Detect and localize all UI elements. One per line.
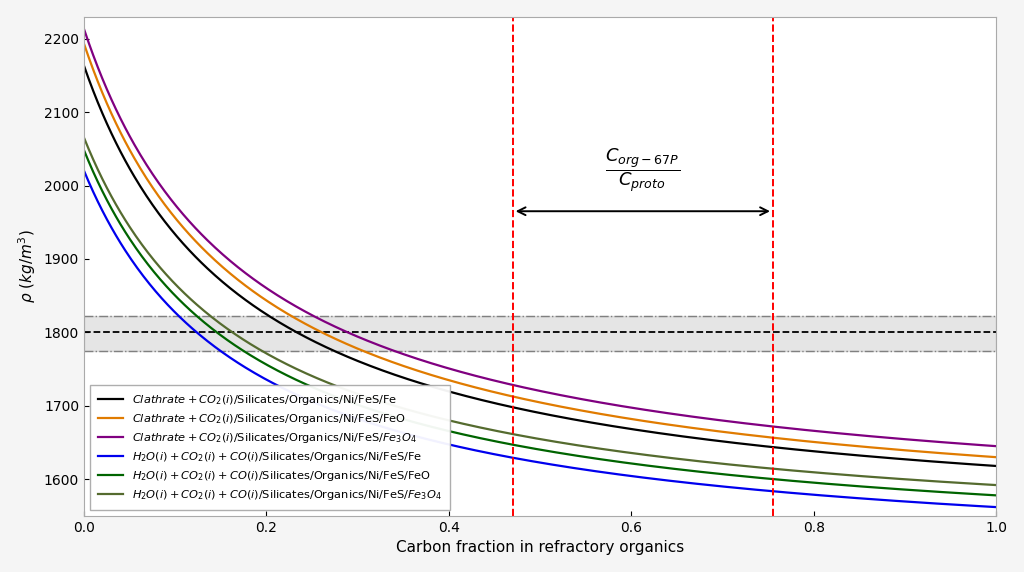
Line: $H_2O(i) + CO_2(i) + CO(i)$/Silicates/Organics/Ni/FeS/FeO: $H_2O(i) + CO_2(i) + CO(i)$/Silicates/Or…	[84, 150, 996, 495]
$\mathit{Clathrate} + CO_2(i)$/Silicates/Organics/Ni/FeS/Fe	[765, 443, 777, 450]
$\mathit{Clathrate} + CO_2(i)$/Silicates/Organics/Ni/FeS/$Fe_3O_4$	[240, 269, 252, 276]
$\mathit{Clathrate} + CO_2(i)$/Silicates/Organics/Ni/FeS/$Fe_3O_4$	[687, 414, 699, 420]
$H_2O(i) + CO_2(i) + CO(i)$/Silicates/Organics/Ni/FeS/Fe	[765, 488, 777, 495]
$H_2O(i) + CO_2(i) + CO(i)$/Silicates/Organics/Ni/FeS/FeO	[490, 438, 503, 445]
Line: $\mathit{Clathrate} + CO_2(i)$/Silicates/Organics/Ni/FeS/FeO: $\mathit{Clathrate} + CO_2(i)$/Silicates…	[84, 44, 996, 457]
$\mathit{Clathrate} + CO_2(i)$/Silicates/Organics/Ni/FeS/FeO	[615, 414, 628, 421]
Legend: $\mathit{Clathrate} + CO_2(i)$/Silicates/Organics/Ni/FeS/Fe, $\mathit{Clathrate}: $\mathit{Clathrate} + CO_2(i)$/Silicates…	[90, 384, 450, 510]
$\mathit{Clathrate} + CO_2(i)$/Silicates/Organics/Ni/FeS/$Fe_3O_4$	[615, 403, 628, 410]
$\mathit{Clathrate} + CO_2(i)$/Silicates/Organics/Ni/FeS/Fe	[490, 400, 503, 407]
$H_2O(i) + CO_2(i) + CO(i)$/Silicates/Organics/Ni/FeS/FeO	[687, 467, 699, 474]
$\mathit{Clathrate} + CO_2(i)$/Silicates/Organics/Ni/FeS/Fe	[687, 434, 699, 441]
$H_2O(i) + CO_2(i) + CO(i)$/Silicates/Organics/Ni/FeS/FeO	[240, 349, 252, 356]
$\mathit{Clathrate} + CO_2(i)$/Silicates/Organics/Ni/FeS/FeO	[990, 454, 1002, 460]
$\mathit{Clathrate} + CO_2(i)$/Silicates/Organics/Ni/FeS/$Fe_3O_4$	[312, 315, 325, 322]
$H_2O(i) + CO_2(i) + CO(i)$/Silicates/Organics/Ni/FeS/$Fe_3O_4$	[490, 427, 503, 434]
Y-axis label: $\rho\ (kg/m^3)$: $\rho\ (kg/m^3)$	[16, 229, 38, 303]
$H_2O(i) + CO_2(i) + CO(i)$/Silicates/Organics/Ni/FeS/$Fe_3O_4$	[765, 465, 777, 472]
$H_2O(i) + CO_2(i) + CO(i)$/Silicates/Organics/Ni/FeS/$Fe_3O_4$	[990, 482, 1002, 488]
$\mathit{Clathrate} + CO_2(i)$/Silicates/Organics/Ni/FeS/Fe	[312, 340, 325, 347]
$\mathit{Clathrate} + CO_2(i)$/Silicates/Organics/Ni/FeS/FeO	[687, 424, 699, 431]
$H_2O(i) + CO_2(i) + CO(i)$/Silicates/Organics/Ni/FeS/$Fe_3O_4$	[78, 134, 90, 141]
$H_2O(i) + CO_2(i) + CO(i)$/Silicates/Organics/Ni/FeS/Fe	[312, 401, 325, 408]
$\mathit{Clathrate} + CO_2(i)$/Silicates/Organics/Ni/FeS/Fe	[78, 62, 90, 69]
$H_2O(i) + CO_2(i) + CO(i)$/Silicates/Organics/Ni/FeS/Fe	[687, 480, 699, 487]
$\mathit{Clathrate} + CO_2(i)$/Silicates/Organics/Ni/FeS/$Fe_3O_4$	[78, 26, 90, 33]
$H_2O(i) + CO_2(i) + CO(i)$/Silicates/Organics/Ni/FeS/Fe	[615, 471, 628, 478]
$H_2O(i) + CO_2(i) + CO(i)$/Silicates/Organics/Ni/FeS/Fe	[990, 504, 1002, 511]
$\mathit{Clathrate} + CO_2(i)$/Silicates/Organics/Ni/FeS/$Fe_3O_4$	[490, 378, 503, 384]
$H_2O(i) + CO_2(i) + CO(i)$/Silicates/Organics/Ni/FeS/$Fe_3O_4$	[687, 457, 699, 464]
$H_2O(i) + CO_2(i) + CO(i)$/Silicates/Organics/Ni/FeS/Fe	[490, 451, 503, 458]
$H_2O(i) + CO_2(i) + CO(i)$/Silicates/Organics/Ni/FeS/$Fe_3O_4$	[615, 448, 628, 455]
$\mathit{Clathrate} + CO_2(i)$/Silicates/Organics/Ni/FeS/FeO	[765, 434, 777, 441]
$\mathit{Clathrate} + CO_2(i)$/Silicates/Organics/Ni/FeS/Fe	[990, 463, 1002, 470]
$\mathit{Clathrate} + CO_2(i)$/Silicates/Organics/Ni/FeS/Fe	[615, 424, 628, 431]
X-axis label: Carbon fraction in refractory organics: Carbon fraction in refractory organics	[396, 541, 684, 555]
$H_2O(i) + CO_2(i) + CO(i)$/Silicates/Organics/Ni/FeS/$Fe_3O_4$	[312, 375, 325, 382]
Text: $\dfrac{C_{org-67P}}{C_{proto}}$: $\dfrac{C_{org-67P}}{C_{proto}}$	[605, 146, 680, 194]
$H_2O(i) + CO_2(i) + CO(i)$/Silicates/Organics/Ni/FeS/FeO	[615, 459, 628, 466]
$\mathit{Clathrate} + CO_2(i)$/Silicates/Organics/Ni/FeS/Fe	[240, 296, 252, 303]
$\mathit{Clathrate} + CO_2(i)$/Silicates/Organics/Ni/FeS/$Fe_3O_4$	[765, 423, 777, 430]
$H_2O(i) + CO_2(i) + CO(i)$/Silicates/Organics/Ni/FeS/FeO	[312, 386, 325, 393]
$\mathit{Clathrate} + CO_2(i)$/Silicates/Organics/Ni/FeS/FeO	[240, 282, 252, 289]
$\mathit{Clathrate} + CO_2(i)$/Silicates/Organics/Ni/FeS/FeO	[490, 390, 503, 396]
Line: $H_2O(i) + CO_2(i) + CO(i)$/Silicates/Organics/Ni/FeS/Fe: $H_2O(i) + CO_2(i) + CO(i)$/Silicates/Or…	[84, 171, 996, 507]
$\mathit{Clathrate} + CO_2(i)$/Silicates/Organics/Ni/FeS/FeO	[78, 41, 90, 47]
$H_2O(i) + CO_2(i) + CO(i)$/Silicates/Organics/Ni/FeS/FeO	[990, 492, 1002, 499]
$\mathit{Clathrate} + CO_2(i)$/Silicates/Organics/Ni/FeS/FeO	[312, 327, 325, 334]
Line: $\mathit{Clathrate} + CO_2(i)$/Silicates/Organics/Ni/FeS/$Fe_3O_4$: $\mathit{Clathrate} + CO_2(i)$/Silicates…	[84, 29, 996, 446]
Line: $H_2O(i) + CO_2(i) + CO(i)$/Silicates/Organics/Ni/FeS/$Fe_3O_4$: $H_2O(i) + CO_2(i) + CO(i)$/Silicates/Or…	[84, 138, 996, 485]
$H_2O(i) + CO_2(i) + CO(i)$/Silicates/Organics/Ni/FeS/$Fe_3O_4$	[240, 337, 252, 344]
Line: $\mathit{Clathrate} + CO_2(i)$/Silicates/Organics/Ni/FeS/Fe: $\mathit{Clathrate} + CO_2(i)$/Silicates…	[84, 66, 996, 466]
$\mathit{Clathrate} + CO_2(i)$/Silicates/Organics/Ni/FeS/$Fe_3O_4$	[990, 443, 1002, 450]
$H_2O(i) + CO_2(i) + CO(i)$/Silicates/Organics/Ni/FeS/FeO	[765, 475, 777, 482]
$H_2O(i) + CO_2(i) + CO(i)$/Silicates/Organics/Ni/FeS/FeO	[78, 147, 90, 154]
$H_2O(i) + CO_2(i) + CO(i)$/Silicates/Organics/Ni/FeS/Fe	[78, 168, 90, 174]
$H_2O(i) + CO_2(i) + CO(i)$/Silicates/Organics/Ni/FeS/Fe	[240, 364, 252, 371]
